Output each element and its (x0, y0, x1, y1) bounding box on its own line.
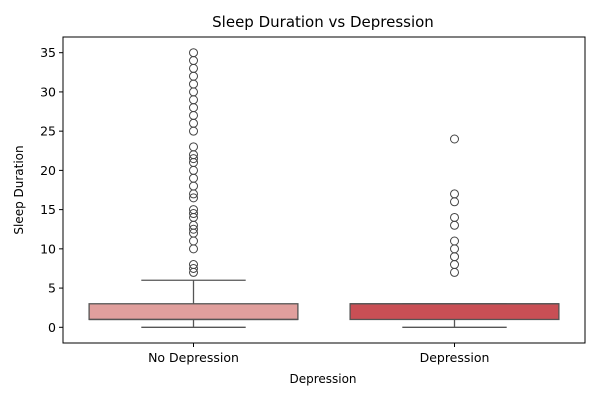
y-tick-label: 15 (40, 202, 56, 217)
outlier-point (189, 142, 198, 152)
outlier-point (189, 56, 198, 66)
y-tick-label: 30 (40, 84, 56, 99)
outlier-point (189, 224, 198, 234)
outlier-point (189, 126, 198, 136)
outlier-point (450, 197, 459, 207)
outlier-point (189, 103, 198, 113)
x-tick-label: No Depression (148, 350, 239, 365)
plot-frame (62, 36, 586, 344)
box-series (88, 48, 560, 328)
outlier-point (189, 165, 198, 175)
outlier-point (189, 48, 198, 58)
outlier-point (189, 71, 198, 81)
y-tick-label: 0 (48, 320, 56, 335)
outlier-point (189, 118, 198, 128)
outlier-point (189, 260, 198, 270)
box-group (349, 134, 560, 328)
y-axis: 0 5 10 15 20 25 30 35 (40, 45, 63, 335)
y-axis-label: Sleep Duration (12, 145, 26, 234)
x-tick-label: Depression (420, 350, 490, 365)
outlier-point (189, 244, 198, 254)
outlier-point (189, 193, 198, 203)
iqr-box (349, 303, 560, 321)
outlier-point (450, 244, 459, 254)
outlier-point (450, 267, 459, 277)
y-tick-label: 35 (40, 45, 56, 60)
outlier-point (189, 110, 198, 120)
iqr-box (88, 303, 299, 321)
box-group (88, 48, 299, 328)
outlier-point (450, 189, 459, 199)
outlier-point (450, 220, 459, 230)
outlier-point (189, 181, 198, 191)
outlier-point (189, 209, 198, 219)
y-tick-label: 10 (40, 241, 56, 256)
y-tick-label: 20 (40, 163, 56, 178)
y-tick-label: 5 (48, 281, 56, 296)
outlier-point (189, 87, 198, 97)
y-tick-label: 25 (40, 124, 56, 139)
outlier-point (450, 212, 459, 222)
outlier-point (189, 63, 198, 73)
outlier-point (189, 236, 198, 246)
x-axis: No Depression Depression (148, 343, 489, 365)
outlier-point (450, 236, 459, 246)
outlier-point (450, 252, 459, 262)
outlier-point (189, 263, 198, 273)
outlier-point (450, 134, 459, 144)
x-axis-label: Depression (289, 372, 356, 386)
outlier-point (189, 154, 198, 164)
outlier-point (189, 173, 198, 183)
outlier-point (189, 205, 198, 215)
outlier-point (450, 260, 459, 270)
outlier-point (189, 79, 198, 89)
chart-title: Sleep Duration vs Depression (212, 13, 434, 31)
outlier-point (189, 95, 198, 105)
